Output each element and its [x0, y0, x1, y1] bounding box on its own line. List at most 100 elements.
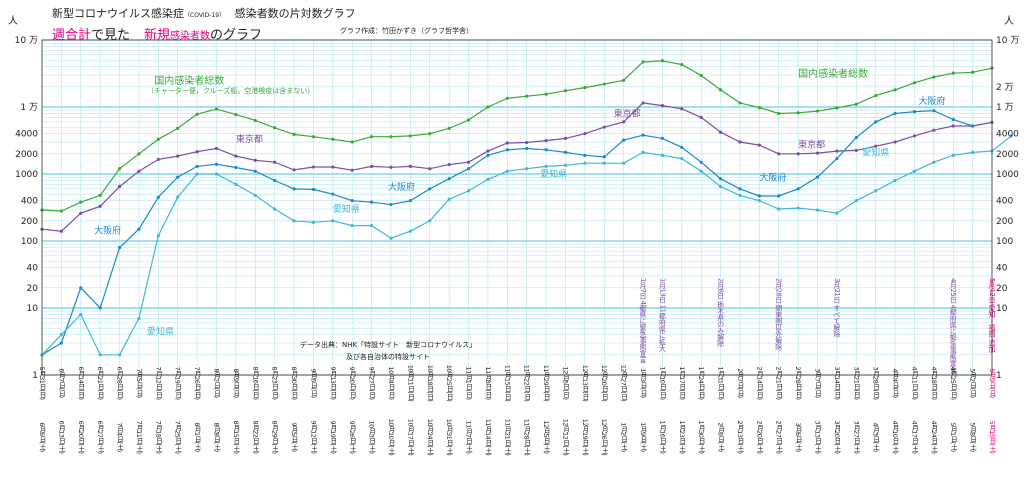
series-label-aichi: 愛知県 — [333, 203, 360, 215]
x-tick-label-start: 4月4日(日) — [891, 368, 899, 397]
y-tick-label-right: 20 — [996, 284, 1008, 294]
x-tick-label-start: 5月31日(日) — [38, 367, 46, 400]
data-point-tokyo — [253, 158, 257, 162]
data-point-osaka — [195, 164, 199, 168]
data-point-osaka — [176, 175, 180, 179]
data-point-tokyo — [505, 141, 509, 145]
y-tick-label-right: 10 — [996, 304, 1008, 314]
y-tick-label-left: 2000 — [15, 150, 38, 160]
series-label-national: 国内感染者総数 — [798, 67, 868, 80]
data-point-osaka — [854, 135, 858, 140]
x-tick-label-start: 4月18日(日) — [930, 367, 938, 400]
series-label-osaka: 大阪府 — [918, 95, 945, 107]
x-tick-label-end: 1月23日(土) — [678, 421, 686, 454]
x-tick-label-end: 1月16日(土) — [658, 421, 666, 454]
x-tick-label-start: 3月28日(日) — [872, 367, 880, 400]
y-tick-label-left: 1 万 — [20, 103, 38, 113]
data-point-aichi — [544, 164, 548, 168]
data-point-aichi — [505, 169, 509, 173]
data-point-aichi — [641, 150, 645, 155]
x-tick-label-start: 2月28日(日) — [794, 367, 802, 400]
x-tick-label-start: 11月1日(日) — [465, 367, 473, 400]
data-point-osaka — [98, 306, 102, 310]
data-point-aichi — [273, 207, 277, 211]
x-tick-label-start: 10月18日(日) — [426, 365, 434, 402]
data-point-national — [544, 92, 548, 96]
data-point-osaka — [156, 195, 160, 199]
data-point-tokyo — [311, 165, 316, 169]
x-tick-label-end: 8月22日(土) — [251, 421, 259, 454]
x-tick-label-end: 2月20日(土) — [755, 421, 763, 454]
data-point-aichi — [971, 150, 975, 155]
subtitle-row: 週合計で見た 新規感染者数のグラフ — [52, 24, 262, 43]
data-point-national — [583, 85, 587, 90]
y-tick-label-right: 100 — [996, 237, 1013, 247]
data-point-national — [796, 111, 800, 115]
series-labels: 国内感染者総数国内感染者総数東京都東京都東京都大阪府大阪府大阪府大阪府愛知県愛知… — [94, 67, 945, 338]
y-tick-label-right: 4000 — [996, 130, 1019, 140]
data-point-osaka — [408, 199, 412, 203]
data-point-aichi — [59, 333, 63, 337]
data-point-osaka — [331, 192, 335, 196]
data-point-osaka — [835, 156, 839, 161]
data-point-national — [660, 59, 665, 63]
data-point-tokyo — [350, 168, 354, 172]
data-point-tokyo — [447, 163, 451, 167]
data-point-aichi — [292, 219, 296, 223]
x-tick-label-start: 9月27日(日) — [368, 367, 376, 400]
series-label-osaka: 大阪府 — [388, 181, 415, 193]
data-point-tokyo — [273, 160, 277, 164]
data-point-tokyo — [195, 150, 199, 154]
data-point-tokyo — [815, 151, 820, 155]
x-tick-label-start: 10月25日(日) — [445, 365, 453, 402]
x-tick-label-end: 5月1日(土) — [949, 422, 957, 451]
data-point-osaka — [971, 124, 975, 128]
data-point-national — [718, 88, 723, 92]
y-tick-label-right: 40 — [996, 264, 1008, 274]
data-point-national — [951, 71, 955, 75]
data-point-national — [757, 105, 761, 110]
x-tick-label-end: 7月4日(土) — [116, 422, 124, 451]
x-tick-label-start: 10月4日(日) — [387, 367, 395, 400]
x-tick-label-start: 7月26日(日) — [193, 367, 201, 400]
x-tick-label-end: 9月19日(土) — [329, 421, 337, 454]
data-point-osaka — [738, 187, 742, 191]
data-point-osaka — [815, 175, 820, 179]
x-tick-label-start: 6月7日(日) — [57, 368, 65, 397]
data-point-tokyo — [176, 154, 180, 158]
x-tick-label-end: 7月18日(土) — [154, 421, 162, 454]
data-point-tokyo — [292, 168, 296, 172]
x-tick-label-start: 1月3日(日) — [639, 368, 647, 397]
x-tick-label-start: 8月23日(日) — [271, 367, 279, 400]
data-point-tokyo — [563, 136, 568, 140]
data-point-osaka — [234, 165, 238, 170]
source-note: データ出典：NHK「特設サイト 新型コロナウイルス」 及び各自治体の特設サイト — [300, 339, 476, 363]
data-point-osaka — [777, 194, 781, 198]
title-graph: 感染者数の片対数グラフ — [234, 7, 356, 20]
x-tick-label-end: 3月6日(土) — [794, 422, 802, 451]
data-point-aichi — [854, 199, 858, 203]
event-annotation: 3月21日 すべて解除 — [833, 278, 841, 338]
x-tick-label-start: 8月16日(日) — [251, 367, 259, 400]
data-point-aichi — [447, 197, 451, 201]
data-point-tokyo — [369, 164, 374, 168]
data-point-tokyo — [602, 125, 606, 129]
y-tick-label-left: 400 — [21, 197, 38, 207]
data-point-tokyo — [757, 143, 761, 147]
data-point-osaka — [486, 153, 490, 157]
subtitle-part4: 感染者数 — [170, 31, 211, 42]
data-point-aichi — [738, 193, 742, 197]
data-point-osaka — [350, 199, 354, 203]
data-point-tokyo — [932, 128, 936, 132]
data-point-aichi — [156, 234, 160, 238]
axes: 10 万 1 万 4000 2000 1000 400 200 100 40 20 10 1 10 万 2… — [15, 36, 1020, 455]
data-point-national — [874, 93, 878, 98]
data-point-osaka — [273, 178, 277, 183]
data-point-osaka — [369, 200, 374, 204]
y-tick-label-right: 2000 — [996, 150, 1019, 160]
subtitle-part1: 週合計 — [52, 28, 92, 43]
data-point-aichi — [117, 353, 122, 357]
data-point-national — [680, 62, 684, 67]
x-tick-label-start: 2月21日(日) — [775, 367, 783, 400]
